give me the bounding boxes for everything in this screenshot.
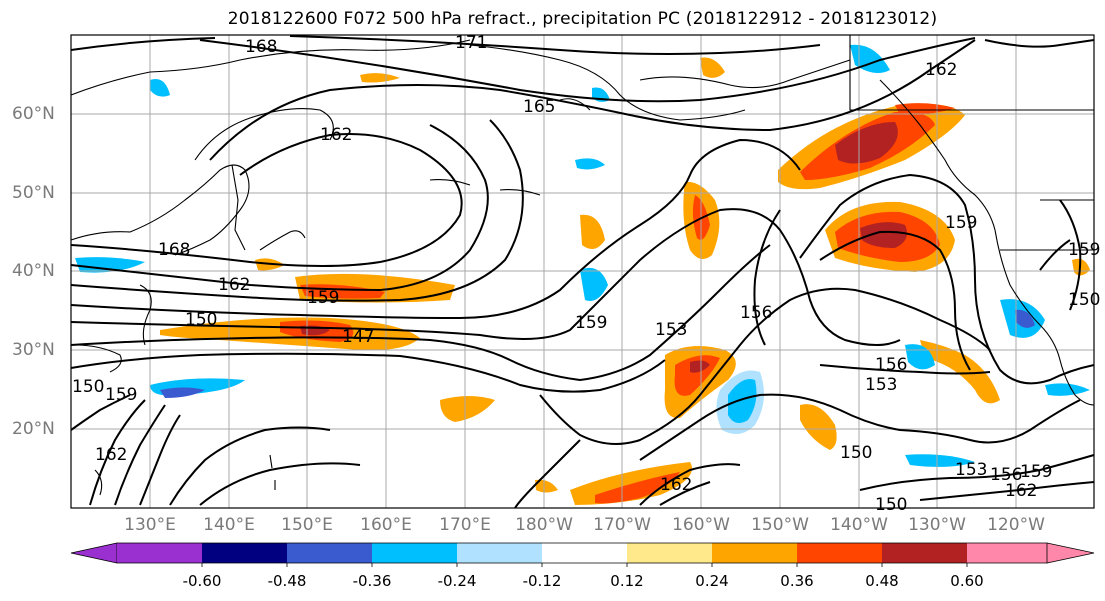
svg-text:150: 150 — [185, 310, 217, 330]
svg-text:153: 153 — [955, 460, 987, 480]
colorbar-segment-4 — [457, 543, 542, 563]
colorbar-tick-label: -0.36 — [352, 572, 392, 590]
lat-label-60n: 60°N — [12, 104, 55, 124]
colorbar — [70, 542, 1095, 567]
svg-text:165: 165 — [523, 97, 555, 117]
svg-text:156: 156 — [990, 465, 1022, 485]
colorbar-segment-10 — [967, 543, 1047, 563]
lon-label-130e: 130°E — [124, 515, 176, 535]
svg-text:147: 147 — [342, 327, 374, 347]
colorbar-segment-6 — [627, 543, 712, 563]
svg-text:162: 162 — [320, 125, 352, 145]
svg-text:162: 162 — [218, 275, 250, 295]
lat-label-40n: 40°N — [12, 261, 55, 281]
colorbar-tick-label: 0.48 — [865, 572, 899, 590]
graticule-lines — [71, 35, 1094, 508]
colorbar-tick-label: 0.36 — [780, 572, 814, 590]
svg-text:156: 156 — [740, 303, 772, 323]
lon-label-130w: 130°W — [908, 515, 966, 535]
svg-text:168: 168 — [245, 37, 277, 57]
svg-text:159: 159 — [307, 288, 339, 308]
svg-text:159: 159 — [575, 313, 607, 333]
svg-text:150: 150 — [1068, 290, 1100, 310]
colorbar-tick-label: 0.60 — [950, 572, 984, 590]
lat-label-50n: 50°N — [12, 183, 55, 203]
svg-text:159: 159 — [1068, 240, 1100, 260]
colorbar-tick-label: -0.60 — [182, 572, 222, 590]
lon-label-140e: 140°E — [203, 515, 255, 535]
colorbar-segment-9 — [882, 543, 967, 563]
colorbar-tick-label: 0.12 — [610, 572, 644, 590]
colorbar-tick-label: -0.48 — [267, 572, 307, 590]
svg-text:159: 159 — [105, 385, 137, 405]
colorbar-segment-5 — [542, 543, 627, 563]
colorbar-tick-label: -0.12 — [522, 572, 562, 590]
lon-label-170w: 170°W — [593, 515, 651, 535]
svg-text:150: 150 — [72, 377, 104, 397]
lon-label-140w: 140°W — [830, 515, 888, 535]
svg-text:159: 159 — [1020, 462, 1052, 482]
svg-text:162: 162 — [95, 445, 127, 465]
lat-label-30n: 30°N — [12, 340, 55, 360]
lon-label-150e: 150°E — [281, 515, 333, 535]
svg-text:168: 168 — [158, 240, 190, 260]
map-frame — [70, 34, 1095, 509]
colorbar-segment-3 — [372, 543, 457, 563]
svg-text:162: 162 — [1005, 481, 1037, 501]
svg-text:162: 162 — [660, 475, 692, 495]
svg-text:162: 162 — [925, 60, 957, 80]
colorbar-tick-label: 0.24 — [695, 572, 729, 590]
map-title: 2018122600 F072 500 hPa refract., precip… — [227, 9, 938, 29]
colorbar-segment-7 — [712, 543, 797, 563]
colorbar-segment-10b — [1046, 542, 1095, 564]
lon-label-170e: 170°E — [439, 515, 491, 535]
svg-text:153: 153 — [655, 320, 687, 340]
svg-text:153: 153 — [865, 375, 897, 395]
colorbar-segment-0 — [70, 542, 118, 564]
colorbar-segment-0b — [117, 543, 202, 563]
lon-label-180w: 180°W — [515, 515, 573, 535]
coastlines — [70, 35, 1095, 496]
precipitation-negative-shading — [75, 44, 1090, 467]
lon-label-120w: 120°W — [987, 515, 1045, 535]
colorbar-segment-8 — [797, 543, 882, 563]
lon-label-160e: 160°E — [360, 515, 412, 535]
svg-text:150: 150 — [840, 443, 872, 463]
lon-label-150w: 150°W — [751, 515, 809, 535]
svg-text:156: 156 — [875, 355, 907, 375]
colorbar-segment-1 — [202, 543, 287, 563]
height-contours — [70, 35, 1095, 509]
colorbar-segment-2 — [287, 543, 372, 563]
lon-label-160w: 160°W — [672, 515, 730, 535]
lat-label-20n: 20°N — [12, 419, 55, 439]
svg-text:171: 171 — [455, 33, 487, 53]
contour-labels: 171 168 165 162 168 162 159 150 147 159 … — [72, 33, 1100, 515]
svg-text:159: 159 — [945, 213, 977, 233]
svg-text:150: 150 — [875, 495, 907, 515]
colorbar-tick-label: -0.24 — [437, 572, 477, 590]
